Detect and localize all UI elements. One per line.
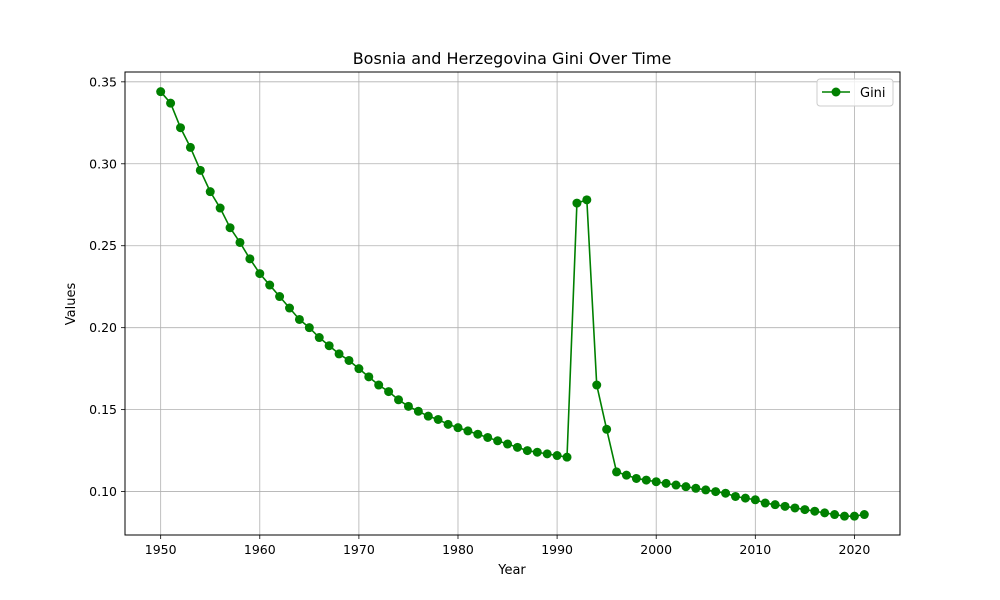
data-point (681, 482, 691, 492)
data-point (770, 500, 780, 510)
x-tick-label: 1950 (145, 542, 177, 557)
data-point (849, 511, 859, 521)
data-point (830, 510, 840, 520)
data-point (760, 498, 770, 508)
data-point (463, 426, 473, 436)
data-point (275, 292, 285, 302)
data-point (175, 123, 185, 133)
data-point (810, 506, 820, 516)
data-point (304, 323, 314, 333)
x-tick-label: 2020 (839, 542, 871, 557)
data-point (691, 483, 701, 493)
data-point (285, 303, 295, 313)
legend-label-gini: Gini (860, 86, 886, 101)
legend: Gini (816, 78, 894, 107)
x-tick-label: 1960 (244, 542, 276, 557)
data-point (473, 429, 483, 439)
data-point (185, 142, 195, 152)
data-point (483, 432, 493, 442)
data-point (493, 436, 503, 446)
data-point (820, 508, 830, 518)
y-tick-label: 0.35 (89, 74, 117, 89)
data-point (215, 203, 225, 213)
data-point (433, 414, 443, 424)
data-point (374, 380, 384, 390)
data-point (790, 503, 800, 513)
data-point (364, 372, 374, 382)
data-point (800, 505, 810, 515)
data-point (255, 269, 265, 279)
data-point (641, 475, 651, 485)
data-point (730, 491, 740, 501)
y-tick-label: 0.15 (89, 402, 117, 417)
y-tick-label: 0.10 (89, 484, 117, 499)
data-point (294, 314, 304, 324)
data-point (631, 473, 641, 483)
legend-marker-swatch (831, 87, 841, 97)
data-point (512, 442, 522, 452)
plot-frame (124, 71, 901, 536)
data-point (265, 280, 275, 290)
y-tick-label: 0.20 (89, 320, 117, 335)
x-axis-ticks: 1950 1960 1970 1980 1990 2000 2010 2020 (145, 535, 871, 557)
data-point (344, 355, 354, 365)
data-point (166, 98, 176, 108)
y-tick-label: 0.30 (89, 156, 117, 171)
data-point (225, 223, 235, 233)
data-point (453, 423, 463, 433)
data-point (156, 87, 166, 97)
data-point (582, 195, 592, 205)
data-point (314, 333, 324, 343)
data-point (235, 237, 245, 247)
data-point (394, 395, 404, 405)
data-point (859, 510, 869, 520)
data-point (671, 480, 681, 490)
chart-title: Bosnia and Herzegovina Gini Over Time (353, 49, 672, 68)
data-point (423, 411, 433, 421)
data-point (840, 511, 850, 521)
data-point (740, 493, 750, 503)
data-point (205, 187, 215, 197)
x-tick-label: 1970 (343, 542, 375, 557)
x-tick-label: 2000 (640, 542, 672, 557)
data-point (661, 478, 671, 488)
x-tick-label: 1980 (442, 542, 474, 557)
series-marker-layer (156, 87, 869, 521)
data-point (711, 487, 721, 497)
x-tick-label: 2010 (739, 542, 771, 557)
data-point (443, 419, 453, 429)
data-point (195, 165, 205, 175)
x-axis-label: Year (497, 563, 526, 578)
data-point (721, 488, 731, 498)
x-tick-label: 1990 (541, 542, 573, 557)
data-point (413, 406, 423, 416)
data-point (542, 449, 552, 459)
data-point (562, 452, 572, 462)
data-point (602, 424, 612, 434)
data-point (701, 485, 711, 495)
data-point (245, 254, 255, 264)
data-point (354, 364, 364, 374)
data-point (780, 501, 790, 511)
grid (125, 72, 900, 535)
data-point (324, 341, 334, 351)
data-point (592, 380, 602, 390)
data-point (621, 470, 631, 480)
data-point (522, 446, 532, 456)
data-point (532, 447, 542, 457)
y-axis-ticks: 0.10 0.15 0.20 0.25 0.30 0.35 (89, 74, 125, 499)
data-point (750, 495, 760, 505)
data-point (572, 198, 582, 208)
data-point (503, 439, 513, 449)
data-point (552, 451, 562, 461)
legend-box (816, 78, 894, 107)
data-point (612, 467, 622, 477)
y-tick-label: 0.25 (89, 238, 117, 253)
data-point (334, 349, 344, 359)
data-point (403, 401, 413, 411)
data-point (384, 387, 394, 397)
y-axis-label: Values (64, 283, 79, 326)
data-point (651, 477, 661, 487)
